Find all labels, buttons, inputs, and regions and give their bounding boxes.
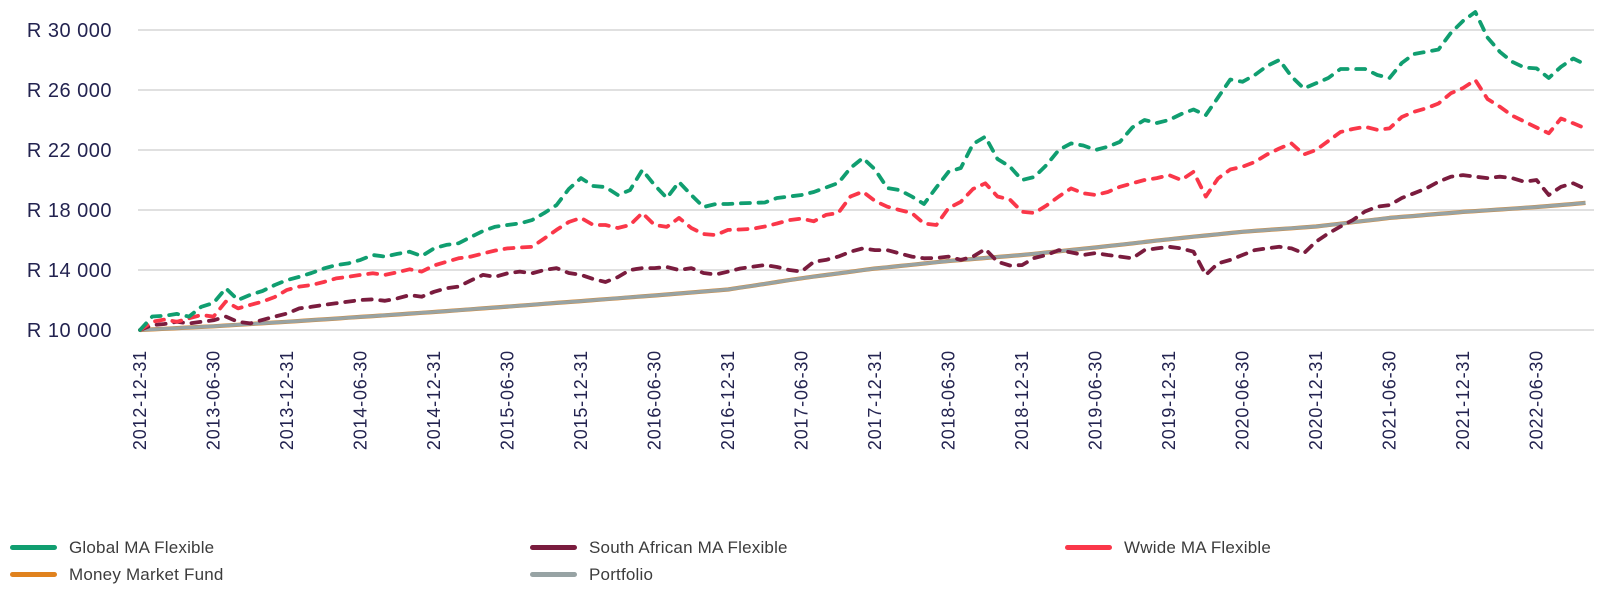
x-axis-tick-label: 2020-06-30: [1233, 350, 1253, 450]
legend-swatch-wwide-ma-flexible: [1065, 545, 1112, 550]
x-axis-tick-label: 2015-12-31: [571, 350, 591, 450]
legend-label-global-ma-flexible: Global MA Flexible: [69, 537, 215, 557]
legend-swatch-south-african-ma-flexible: [530, 545, 577, 550]
legend-item-money-market-fund: Money Market Fund: [10, 565, 530, 585]
legend-label-south-african-ma-flexible: South African MA Flexible: [589, 537, 788, 557]
legend-swatch-global-ma-flexible: [10, 545, 57, 550]
legend-label-portfolio: Portfolio: [589, 564, 654, 584]
legend-item-south-african-ma-flexible: South African MA Flexible: [530, 538, 1065, 558]
series-line-portfolio: [139, 201, 1586, 332]
x-axis-tick-label: 2014-12-31: [424, 350, 444, 450]
legend-swatch-money-market-fund: [10, 572, 57, 577]
legend-swatch-portfolio: [530, 572, 577, 577]
legend-label-money-market-fund: Money Market Fund: [69, 564, 224, 584]
x-axis-tick-label: 2018-06-30: [939, 350, 959, 450]
x-axis-tick-label: 2016-06-30: [645, 350, 665, 450]
x-axis-tick-label: 2012-12-31: [130, 350, 150, 450]
x-axis-tick-label: 2018-12-31: [1012, 350, 1032, 450]
x-axis-tick-label: 2013-12-31: [277, 350, 297, 450]
series-line-wwide-ma-flexible: [138, 78, 1588, 332]
chart-canvas: R 30 000 R 26 000 R 22 000 R 18 000 R 14 000…: [27, 10, 1594, 450]
x-axis-tick-label: 2019-12-31: [1159, 350, 1179, 450]
x-axis-tick-label: 2017-12-31: [865, 350, 885, 450]
legend-label-wwide-ma-flexible: Wwide MA Flexible: [1124, 537, 1271, 557]
x-axis-tick-label: 2016-12-31: [718, 350, 738, 450]
y-axis-tick-label: R 26 000: [27, 80, 112, 102]
y-axis-tick-label: R 10 000: [27, 320, 112, 342]
y-axis-tick-label: R 30 000: [27, 20, 112, 42]
x-axis-tick-label: 2013-06-30: [204, 350, 224, 450]
x-axis-tick-label: 2015-06-30: [498, 350, 518, 450]
x-axis-tick-label: 2022-06-30: [1527, 350, 1547, 450]
y-axis-tick-label: R 18 000: [27, 200, 112, 222]
legend-item-wwide-ma-flexible: Wwide MA Flexible: [1065, 538, 1271, 558]
legend-item-portfolio: Portfolio: [530, 565, 1065, 585]
x-axis-tick-label: 2019-06-30: [1086, 350, 1106, 450]
legend-item-global-ma-flexible: Global MA Flexible: [10, 538, 530, 558]
y-axis-tick-label: R 14 000: [27, 260, 112, 282]
x-axis-tick-label: 2017-06-30: [792, 350, 812, 450]
x-axis-tick-label: 2020-12-31: [1306, 350, 1326, 450]
performance-line-chart: R 30 000 R 26 000 R 22 000 R 18 000 R 14 000…: [27, 10, 1594, 450]
x-axis-tick-label: 2021-12-31: [1453, 350, 1473, 450]
x-axis-tick-label: 2021-06-30: [1380, 350, 1400, 450]
chart-legend: Global MA Flexible South African MA Flexi…: [10, 534, 1271, 588]
series-line-south-african-ma-flexible: [138, 173, 1588, 332]
x-axis-tick-label: 2014-06-30: [351, 350, 371, 450]
y-axis-tick-label: R 22 000: [27, 140, 112, 162]
series-line-global-ma-flexible: [138, 10, 1588, 332]
